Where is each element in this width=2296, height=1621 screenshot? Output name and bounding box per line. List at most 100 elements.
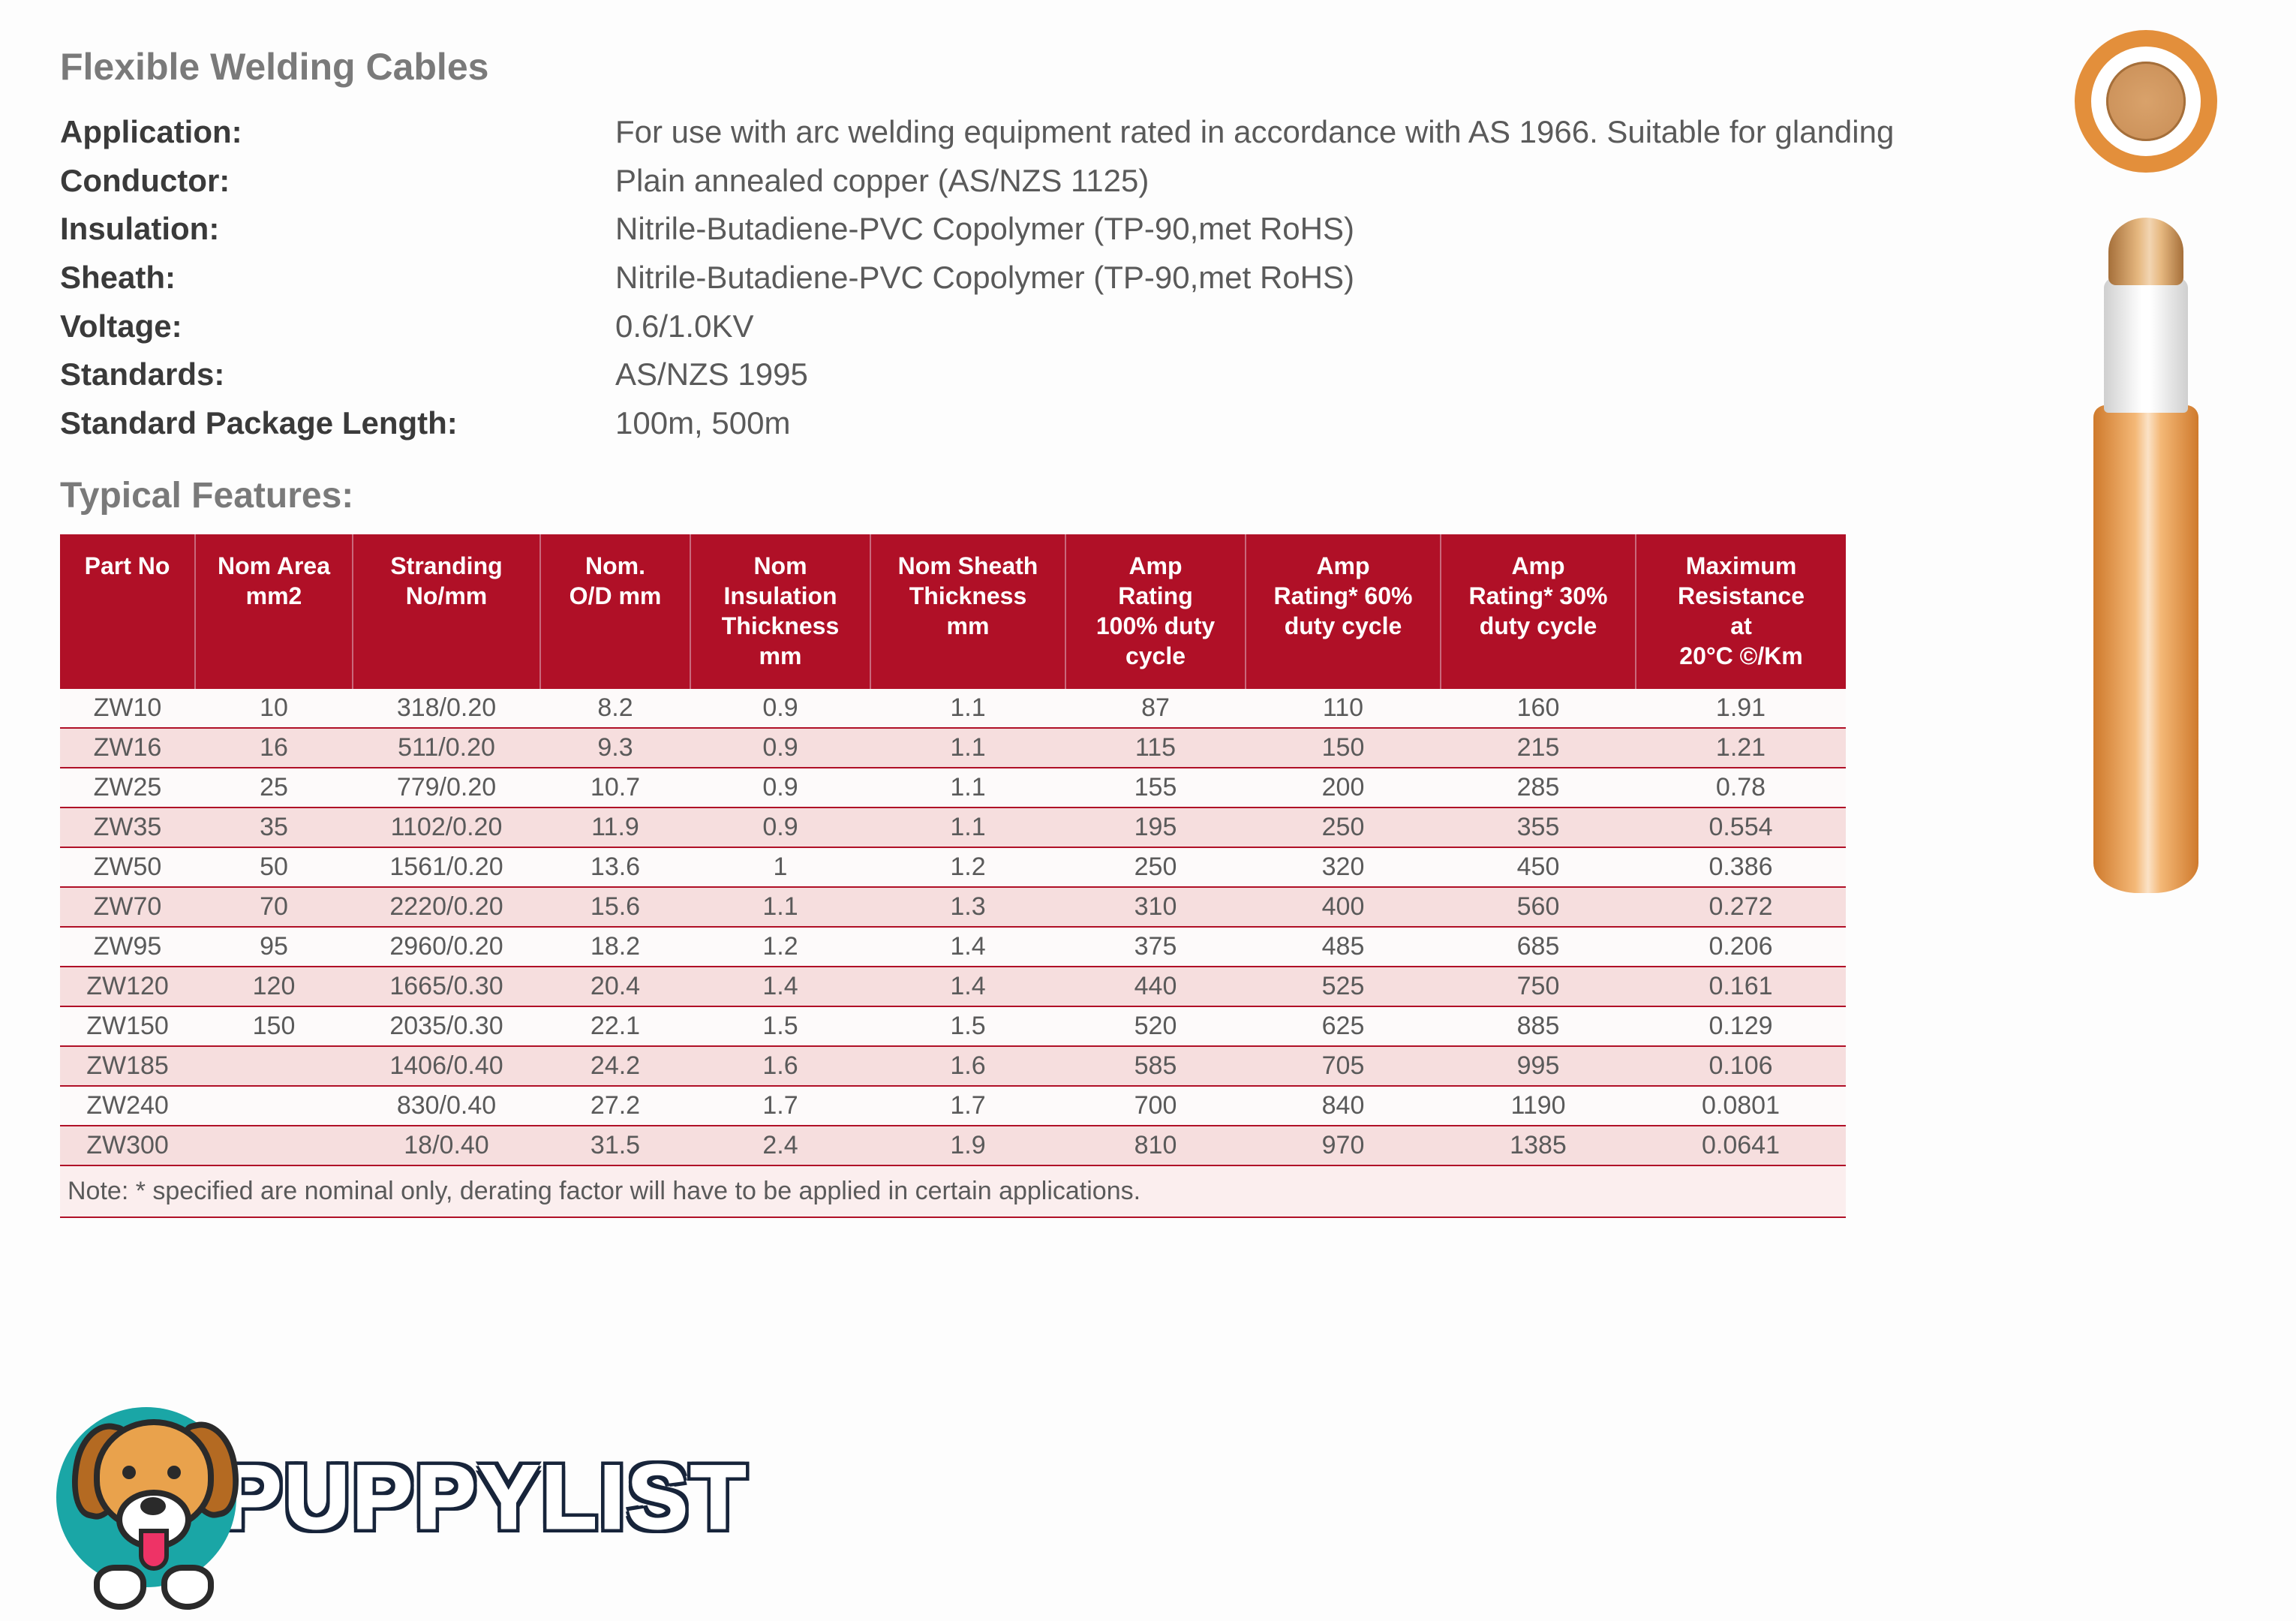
table-cell: 560 [1441, 887, 1636, 927]
spec-label: Standard Package Length: [60, 402, 615, 445]
table-cell: 87 [1065, 689, 1246, 728]
table-cell: 31.5 [540, 1126, 690, 1165]
table-row: ZW1501502035/0.3022.11.51.55206258850.12… [60, 1006, 1846, 1046]
table-cell: 50 [195, 847, 353, 887]
table-header-cell: Nom SheathThicknessmm [870, 534, 1065, 689]
spec-row: Standard Package Length:100m, 500m [60, 402, 2041, 445]
table-cell: 250 [1246, 807, 1441, 847]
table-cell [195, 1086, 353, 1126]
spec-block: Application:For use with arc welding equ… [60, 111, 2041, 445]
table-cell: 8.2 [540, 689, 690, 728]
spec-value: 100m, 500m [615, 402, 2041, 445]
spec-value: Nitrile-Butadiene-PVC Copolymer (TP-90,m… [615, 257, 2041, 299]
spec-value: AS/NZS 1995 [615, 353, 2041, 396]
table-cell: 995 [1441, 1046, 1636, 1086]
table-note-row: Note: * specified are nominal only, dera… [60, 1165, 1846, 1217]
table-cell: 24.2 [540, 1046, 690, 1086]
table-cell: ZW240 [60, 1086, 195, 1126]
table-cell: 20.4 [540, 967, 690, 1006]
table-cell [195, 1046, 353, 1086]
table-cell: 1102/0.20 [353, 807, 540, 847]
table-cell: 779/0.20 [353, 768, 540, 807]
table-cell: 1.1 [870, 689, 1065, 728]
table-cell: 110 [1246, 689, 1441, 728]
table-cell: ZW70 [60, 887, 195, 927]
table-note: Note: * specified are nominal only, dera… [60, 1165, 1846, 1217]
table-cell: 1.7 [690, 1086, 870, 1126]
table-cell: 10 [195, 689, 353, 728]
table-cell: 35 [195, 807, 353, 847]
table-cell: 1.1 [870, 728, 1065, 768]
table-cell: 885 [1441, 1006, 1636, 1046]
table-cell: 1.6 [870, 1046, 1065, 1086]
table-cell: 1665/0.30 [353, 967, 540, 1006]
table-cell: 1.3 [870, 887, 1065, 927]
table-header-cell: Nom.O/D mm [540, 534, 690, 689]
table-cell: 750 [1441, 967, 1636, 1006]
table-cell: 95 [195, 927, 353, 967]
table-cell: 1406/0.40 [353, 1046, 540, 1086]
table-cell: 0.9 [690, 689, 870, 728]
table-cell: 1.2 [870, 847, 1065, 887]
table-cell: 320 [1246, 847, 1441, 887]
table-row: ZW50501561/0.2013.611.22503204500.386 [60, 847, 1846, 887]
features-heading: Typical Features: [60, 475, 2041, 516]
spec-value: For use with arc welding equipment rated… [615, 111, 2041, 154]
table-cell: 150 [1246, 728, 1441, 768]
table-cell: 1.7 [870, 1086, 1065, 1126]
table-cell: 1 [690, 847, 870, 887]
table-cell: 0.129 [1636, 1006, 1846, 1046]
spec-value: Plain annealed copper (AS/NZS 1125) [615, 160, 2041, 203]
table-cell: 520 [1065, 1006, 1246, 1046]
table-cell: 1.4 [870, 967, 1065, 1006]
table-cell: 1.4 [870, 927, 1065, 967]
table-cell: 1.91 [1636, 689, 1846, 728]
table-cell: ZW300 [60, 1126, 195, 1165]
spec-value: 0.6/1.0KV [615, 305, 2041, 348]
table-cell: 525 [1246, 967, 1441, 1006]
table-cell: 810 [1065, 1126, 1246, 1165]
table-cell: 0.106 [1636, 1046, 1846, 1086]
table-cell: 13.6 [540, 847, 690, 887]
table-cell: ZW120 [60, 967, 195, 1006]
spec-row: Application:For use with arc welding equ… [60, 111, 2041, 154]
table-cell: 2035/0.30 [353, 1006, 540, 1046]
table-cell: 22.1 [540, 1006, 690, 1046]
spec-row: Voltage:0.6/1.0KV [60, 305, 2041, 348]
table-header-cell: AmpRating100% dutycycle [1065, 534, 1246, 689]
spec-label: Insulation: [60, 208, 615, 251]
spec-label: Standards: [60, 353, 615, 396]
puppylist-logo: PUPPYLIST [41, 1385, 749, 1610]
table-cell: 1.1 [690, 887, 870, 927]
table-cell: ZW150 [60, 1006, 195, 1046]
table-cell: 318/0.20 [353, 689, 540, 728]
table-cell: 115 [1065, 728, 1246, 768]
puppylist-dog-icon [41, 1385, 266, 1610]
table-cell: ZW35 [60, 807, 195, 847]
table-cell: 9.3 [540, 728, 690, 768]
table-row: ZW70702220/0.2015.61.11.33104005600.272 [60, 887, 1846, 927]
table-cell: 1.5 [690, 1006, 870, 1046]
table-cell: 1.2 [690, 927, 870, 967]
table-cell [195, 1126, 353, 1165]
table-cell: 1.6 [690, 1046, 870, 1086]
table-cell: 0.9 [690, 807, 870, 847]
table-row: ZW240830/0.4027.21.71.770084011900.0801 [60, 1086, 1846, 1126]
table-cell: 2220/0.20 [353, 887, 540, 927]
table-cell: 1561/0.20 [353, 847, 540, 887]
spec-row: Conductor:Plain annealed copper (AS/NZS … [60, 160, 2041, 203]
table-cell: 18.2 [540, 927, 690, 967]
table-row: ZW30018/0.4031.52.41.981097013850.0641 [60, 1126, 1846, 1165]
table-cell: 120 [195, 967, 353, 1006]
table-cell: 160 [1441, 689, 1636, 728]
table-header-cell: StrandingNo/mm [353, 534, 540, 689]
table-cell: 400 [1246, 887, 1441, 927]
table-cell: 0.161 [1636, 967, 1846, 1006]
cable-side-view-icon [2093, 218, 2198, 893]
table-cell: 1385 [1441, 1126, 1636, 1165]
table-row: ZW1201201665/0.3020.41.41.44405257500.16… [60, 967, 1846, 1006]
table-cell: 1.1 [870, 768, 1065, 807]
table-cell: 0.9 [690, 768, 870, 807]
table-cell: 1.5 [870, 1006, 1065, 1046]
spec-label: Application: [60, 111, 615, 154]
